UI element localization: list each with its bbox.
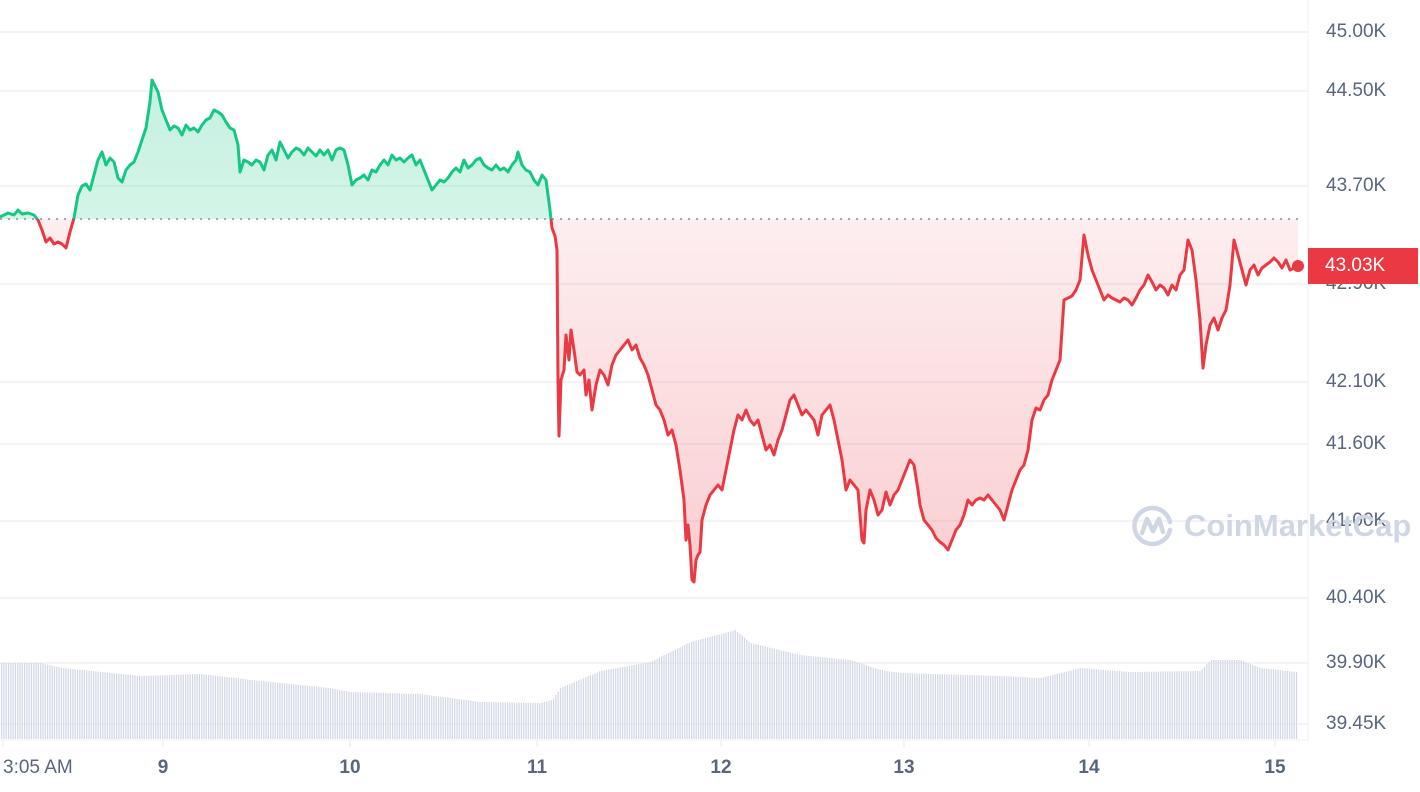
y-axis-label: 44.50K: [1326, 80, 1387, 101]
watermark-text: CoinMarketCap: [1184, 508, 1412, 543]
y-axis-label: 41.00K: [1326, 510, 1387, 531]
x-axis-label: 14: [1078, 757, 1100, 778]
y-axis-label: 41.60K: [1326, 433, 1387, 454]
coinmarketcap-watermark: CoinMarketCap: [1130, 503, 1411, 549]
current-price-dot: [1292, 260, 1304, 272]
y-axis-label: 45.00K: [1326, 21, 1387, 42]
y-axis-label: 40.40K: [1326, 587, 1387, 608]
price-line-down: [35, 219, 1299, 584]
x-ticks: [2, 740, 1276, 747]
x-axis-label: 12: [710, 757, 732, 778]
x-axis-label: 3:05 AM: [3, 757, 73, 778]
volume-bars: [1, 630, 1298, 739]
area-above-baseline: [0, 80, 1298, 219]
y-axis-label: 39.45K: [1326, 713, 1387, 734]
x-axis-label: 13: [893, 757, 915, 778]
x-axis-label: 10: [339, 757, 361, 778]
current-price-tag: 43.03K: [1308, 248, 1418, 284]
x-axis-label: 15: [1264, 757, 1286, 778]
coinmarketcap-logo-icon: [1132, 505, 1173, 547]
area-below-baseline: [0, 219, 1298, 582]
price-line-up: [0, 78, 553, 219]
current-price-label: 43.03K: [1325, 255, 1386, 276]
y-axis-label: 43.70K: [1326, 175, 1387, 196]
y-axis-label: 39.90K: [1326, 652, 1387, 673]
x-axis-label: 9: [157, 757, 169, 778]
y-axis-label: 42.10K: [1326, 371, 1387, 392]
x-axis-label: 11: [526, 757, 548, 778]
